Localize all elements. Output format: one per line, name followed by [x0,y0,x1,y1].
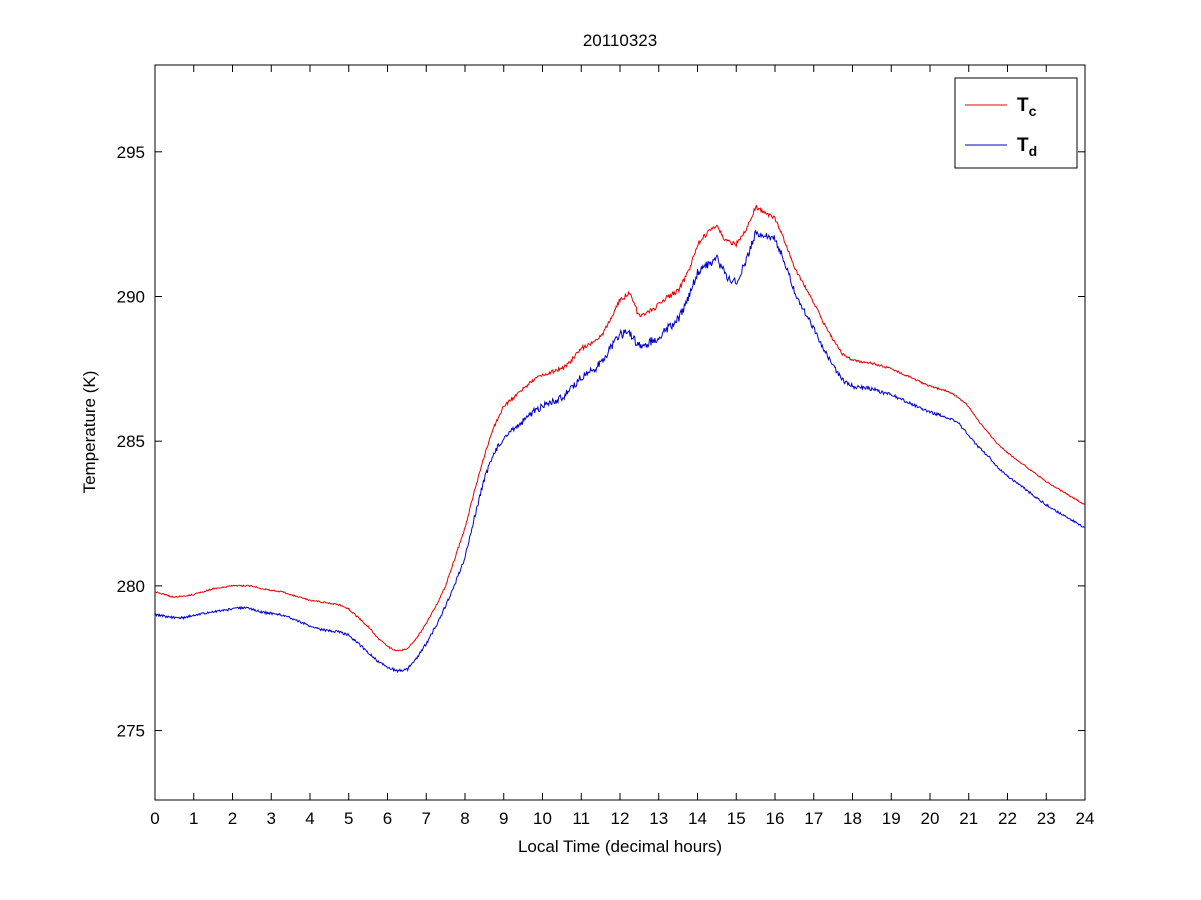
legend-label-Tc: Tc [1017,95,1037,119]
x-tick-label: 17 [804,809,823,828]
axes-box [154,64,1086,801]
y-tick-label: 285 [117,432,145,451]
x-tick-label: 19 [882,809,901,828]
x-tick-label: 9 [499,809,508,828]
x-tick-label: 3 [267,809,276,828]
x-tick-label: 20 [921,809,940,828]
x-tick-label: 23 [1037,809,1056,828]
x-tick-label: 15 [727,809,746,828]
legend-label-Td: Td [1017,135,1037,159]
x-tick-label: 18 [843,809,862,828]
x-tick-label: 12 [611,809,630,828]
x-axis-label: Local Time (decimal hours) [518,837,722,856]
x-tick-label: 7 [422,809,431,828]
x-tick-label: 16 [766,809,785,828]
x-tick-label: 0 [150,809,159,828]
series-line-Td [154,229,1086,674]
x-tick-label: 10 [533,809,552,828]
y-tick-label: 295 [117,143,145,162]
x-tick-label: 8 [460,809,469,828]
legend-box [954,77,1078,169]
y-tick-label: 280 [117,577,145,596]
x-tick-label: 21 [959,809,978,828]
chart-title: 20110323 [583,31,657,50]
x-tick-label: 24 [1076,809,1095,828]
series-line-Tc [154,205,1086,652]
x-tick-label: 6 [383,809,392,828]
y-axis-label: Temperature (K) [80,371,99,494]
x-tick-label: 14 [688,809,707,828]
x-tick-label: 1 [189,809,198,828]
x-tick-label: 5 [344,809,353,828]
x-tick-label: 11 [572,809,590,828]
x-tick-label: 22 [998,809,1017,828]
x-tick-label: 4 [305,809,314,828]
x-tick-label: 13 [649,809,668,828]
plot-area: 0 1 2 3 4 5 6 7 8 9 10 11 12 13 14 15 16 17 18 19 20 21 22 23 24… [117,64,1095,828]
x-tick-label: 2 [228,809,237,828]
y-tick-label: 275 [117,722,145,741]
y-tick-label: 290 [117,287,145,306]
